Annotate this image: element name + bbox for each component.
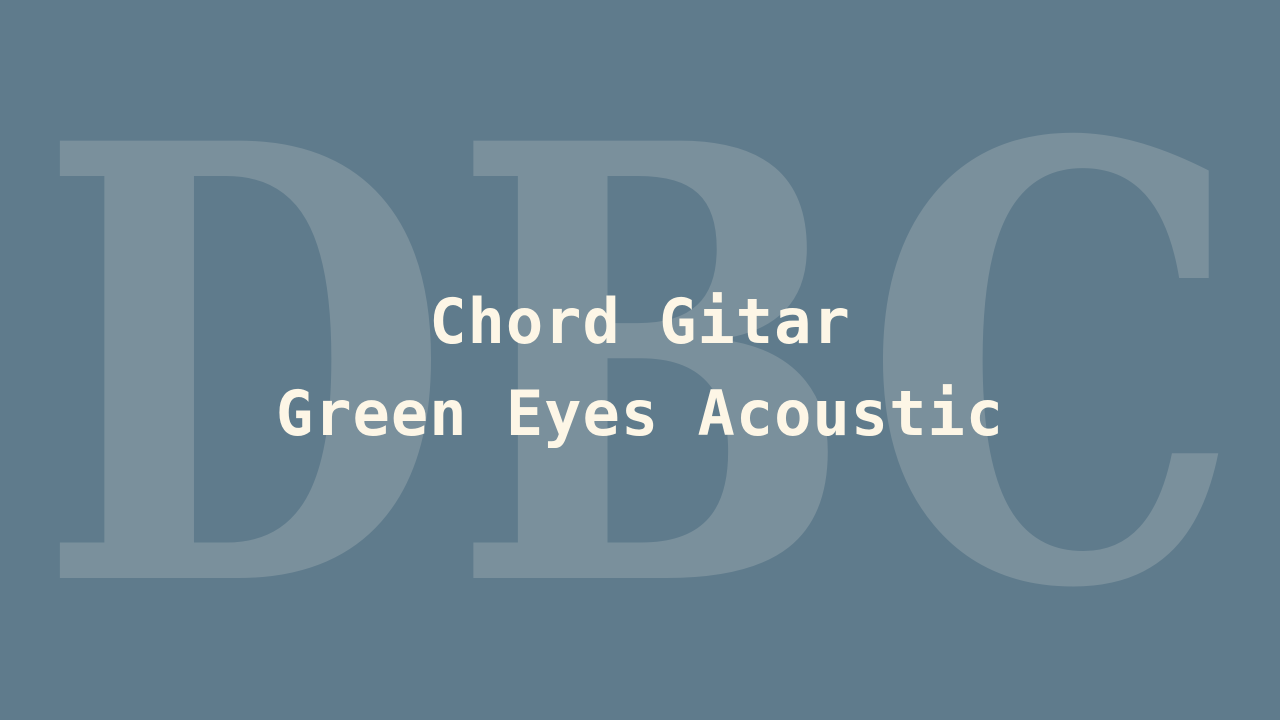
title-line-2: Green Eyes Acoustic (275, 377, 1005, 450)
title-block: Chord Gitar Green Eyes Acoustic (0, 276, 1280, 460)
title-line-1: Chord Gitar (429, 285, 851, 358)
watermark-text: DBC (38, 15, 1243, 720)
